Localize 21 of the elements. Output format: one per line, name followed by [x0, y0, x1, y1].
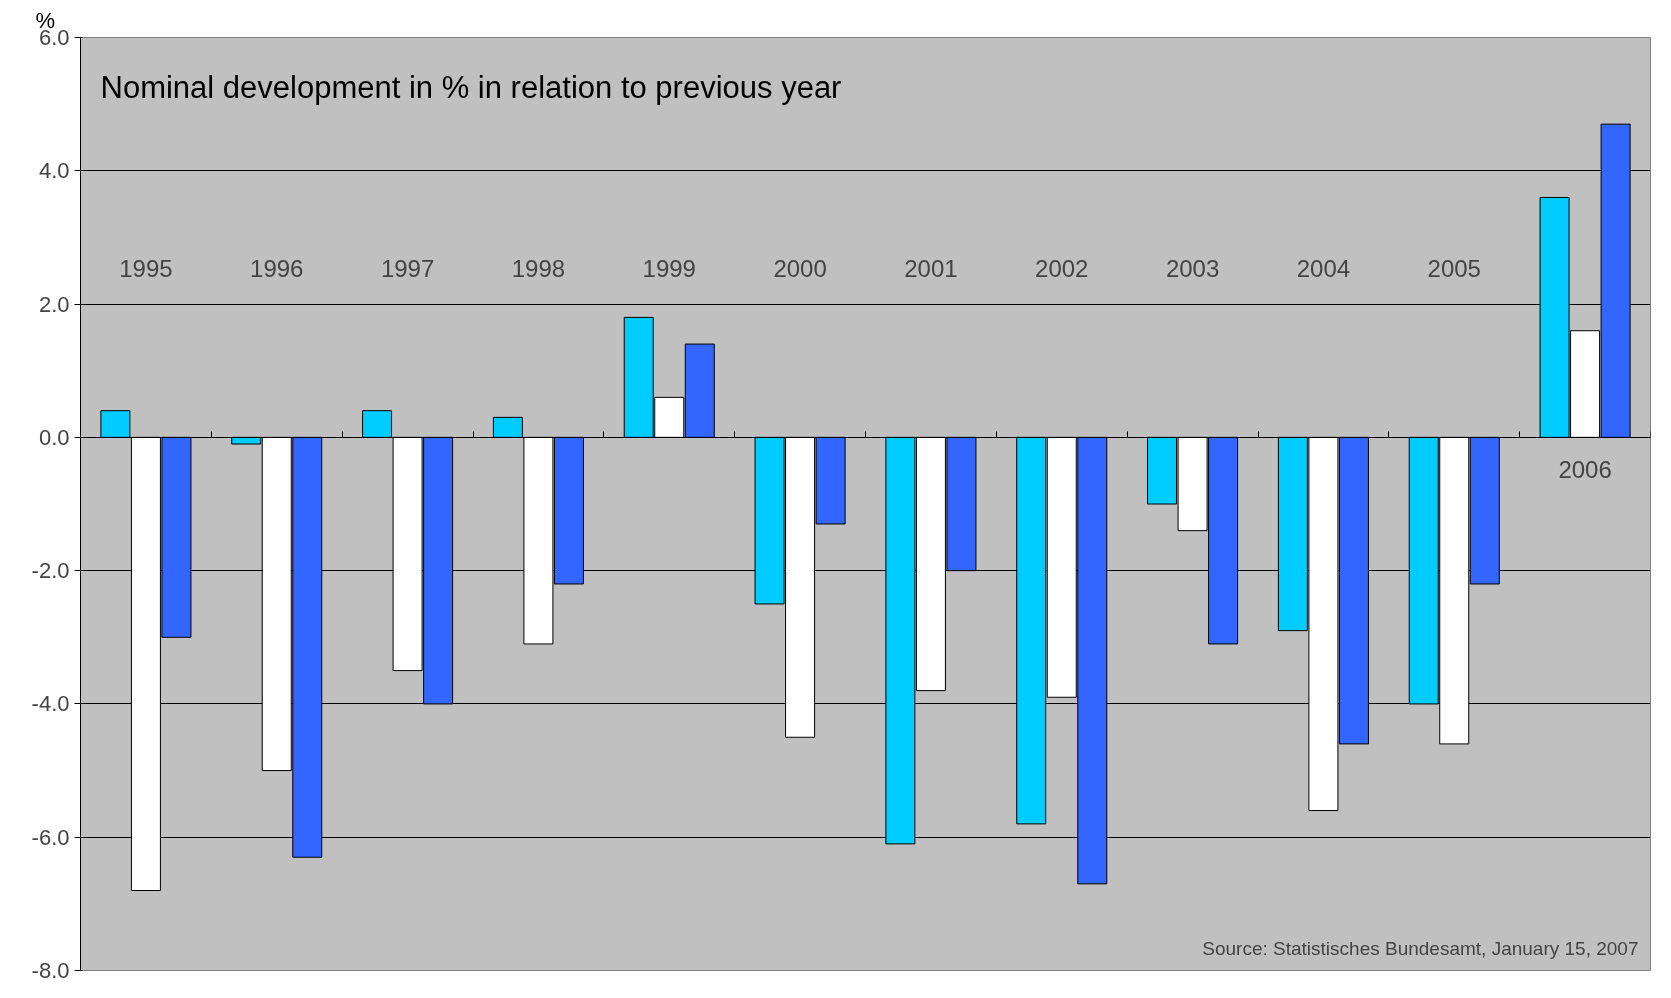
text: Nominal development in % in relation to previous year	[100, 70, 842, 105]
y-tick-label: 2.0	[38, 291, 70, 317]
y-tick-label: -4.0	[31, 691, 70, 717]
y-tick-label: -8.0	[31, 958, 70, 983]
x-tick-label: 1996	[250, 255, 304, 283]
x-tick-label: 1998	[511, 255, 566, 283]
x-tick-label: 2000	[773, 255, 827, 283]
x-tick-label: 2005	[1427, 255, 1481, 283]
x-tick-label: 2006	[1558, 455, 1612, 483]
annotation: Source: Statistisches Bundesamt, January 15, 2007	[1202, 937, 1639, 959]
x-tick-label: 2002	[1035, 255, 1089, 283]
x-tick-label: 2001	[904, 255, 958, 283]
y-tick-label: 4.0	[38, 158, 70, 184]
x-tick-label: 1999	[642, 255, 696, 283]
x-tick-label: 1995	[119, 255, 173, 283]
x-tick-label: 1997	[380, 255, 435, 283]
x-tick-label: 2004	[1296, 255, 1351, 283]
y-tick-label: -6.0	[31, 824, 70, 850]
y-tick-label: -2.0	[31, 558, 70, 584]
x-tick-label: 2003	[1165, 255, 1220, 283]
y-tick-label: 0.0	[38, 424, 70, 450]
